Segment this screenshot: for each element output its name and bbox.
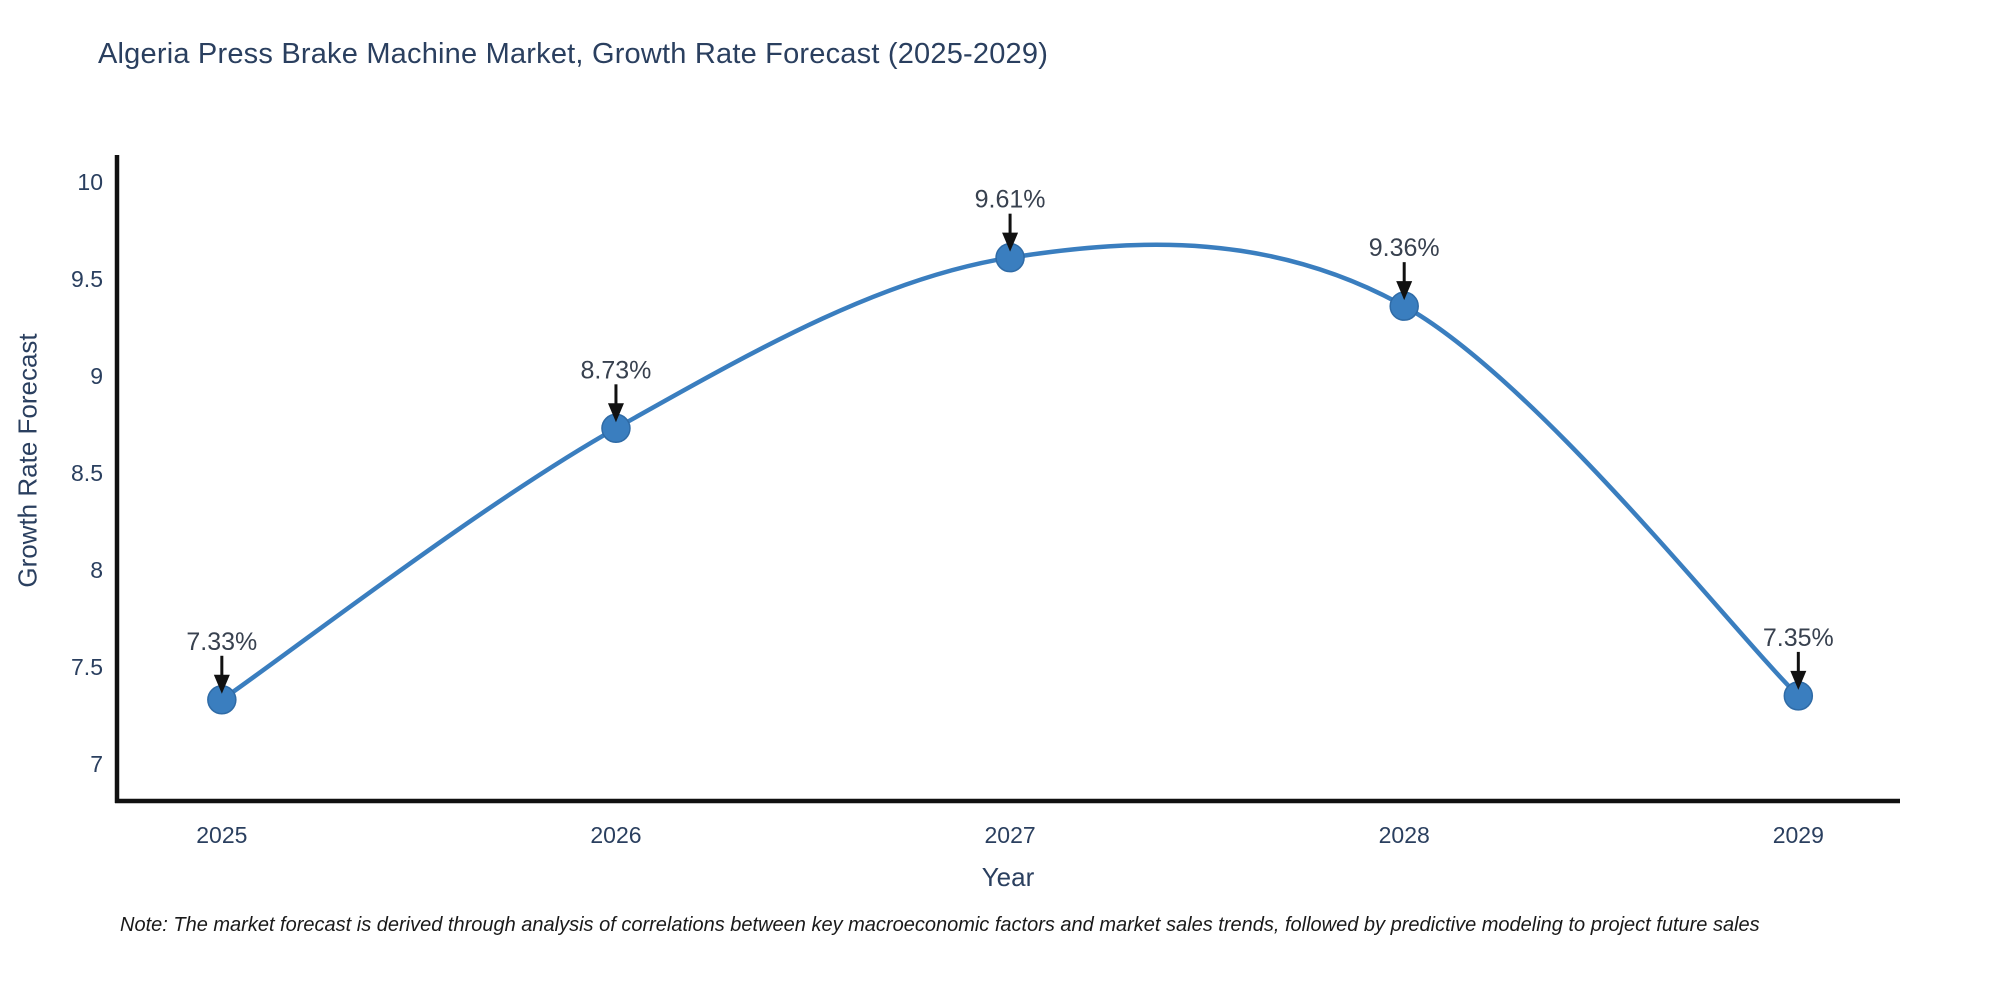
y-tick-label: 7.5 [71,654,103,680]
x-tick-label: 2026 [590,822,641,848]
annotation-arrow-head [607,403,624,423]
trend-line [219,242,1801,703]
annotation-arrow-head [1396,281,1413,301]
x-tick-label: 2028 [1379,822,1430,848]
y-tick-label: 9.5 [71,266,103,292]
x-tick-label: 2027 [984,822,1035,848]
y-tick-label: 8 [90,557,103,583]
chart-title: Algeria Press Brake Machine Market, Grow… [98,38,1049,70]
annotation-label: 9.61% [975,186,1046,214]
y-tick-label: 8.5 [71,460,103,486]
annotation-label: 7.35% [1763,624,1834,652]
x-tick-label: 2025 [196,822,247,848]
annotation-label: 8.73% [581,356,652,384]
annotation-arrow-head [213,674,230,694]
annotation-arrow-head [1002,232,1019,252]
y-tick-label: 10 [77,169,103,195]
annotation-label: 7.33% [186,628,257,656]
annotation-arrow-head [1790,670,1807,690]
x-axis-title: Year [981,862,1035,892]
y-tick-label: 9 [90,363,103,389]
y-tick-label: 7 [90,751,103,777]
annotation-label: 9.36% [1369,234,1440,262]
footnote: Note: The market forecast is derived thr… [120,914,1760,936]
x-tick-label: 2029 [1773,822,1824,848]
